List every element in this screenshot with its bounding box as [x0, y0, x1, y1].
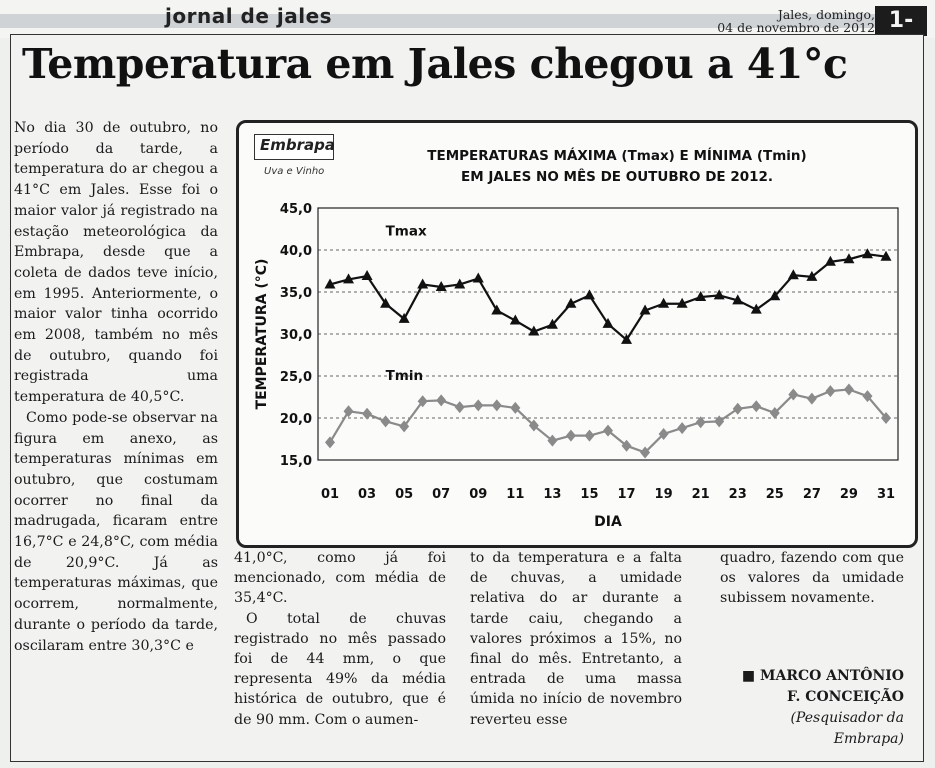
dateline-date: 04 de novembro de 2012 [717, 20, 875, 35]
author-name-line-2: F. CONCEIÇÃO [787, 689, 904, 705]
masthead [0, 0, 935, 38]
author-role-line-2: Embrapa) [833, 731, 904, 747]
chart-title: TEMPERATURAS MÁXIMA (Tmax) E MÍNIMA (Tmi… [372, 146, 862, 188]
dateline-weekday: Jales, domingo, [777, 7, 875, 22]
author-credit: ■ MARCO ANTÔNIO F. CONCEIÇÃO (Pesquisado… [712, 666, 904, 750]
embrapa-logo: Embrapa Uva e Vinho [254, 134, 338, 182]
article-column-4: quadro, fazendo com que os valores da um… [720, 548, 904, 609]
page-number-badge: 1-05 [875, 6, 927, 63]
logo-box [254, 134, 334, 160]
paper-name: jornal de jales [165, 4, 333, 28]
article-column-1: No dia 30 de outubro, no período da tard… [14, 118, 218, 656]
article-paragraph: O total de chuvas registrado no mês pass… [234, 610, 446, 728]
headline: Temperatura em Jales chegou a 41°c [22, 40, 848, 88]
masthead-stripe [0, 14, 900, 28]
article-paragraph: Como pode-se observar na figura em anexo… [14, 409, 218, 654]
article-paragraph: No dia 30 de outubro, no período da tard… [14, 120, 218, 406]
article-paragraph: to da temperatura e a falta de chuvas, a… [470, 550, 682, 728]
article-column-3: to da temperatura e a falta de chuvas, a… [470, 548, 682, 730]
article-paragraph: quadro, fazendo com que os valores da um… [720, 550, 904, 607]
author-role-line-1: (Pesquisador da [790, 710, 904, 726]
logo-brand: Embrapa [260, 136, 335, 154]
article-paragraph: 41,0°C, como já foi mencionado, com médi… [234, 550, 446, 607]
dateline: Jales, domingo, 04 de novembro de 2012 [717, 8, 875, 34]
chart-title-line-2: EM JALES NO MÊS DE OUTUBRO DE 2012. [460, 169, 774, 185]
article-column-2: 41,0°C, como já foi mencionado, com médi… [234, 548, 446, 730]
chart-title-line-1: TEMPERATURAS MÁXIMA (Tmax) E MÍNIMA (Tmi… [427, 148, 807, 164]
logo-unit: Uva e Vinho [264, 166, 325, 177]
author-name-line-1: ■ MARCO ANTÔNIO [741, 668, 904, 684]
